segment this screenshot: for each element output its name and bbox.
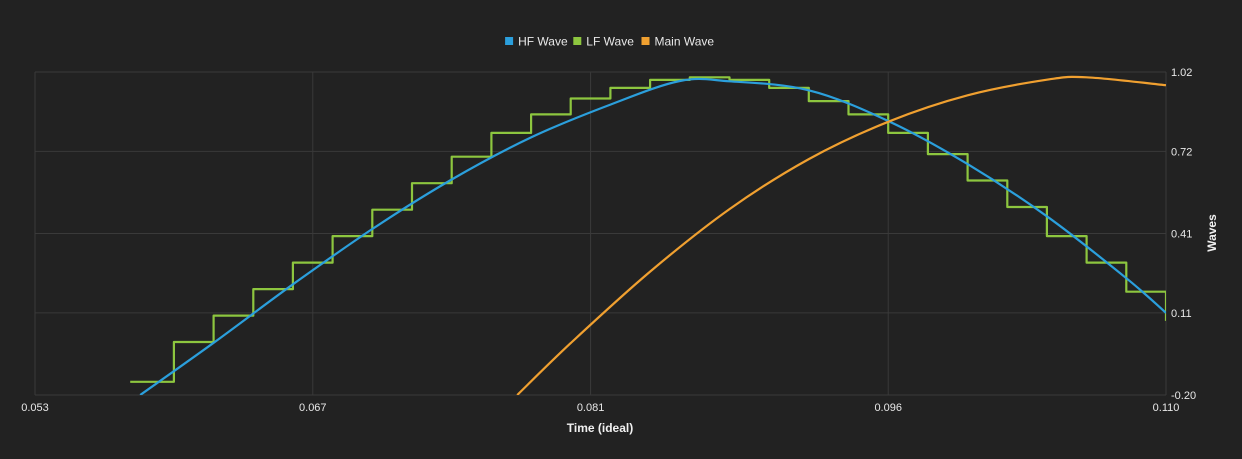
legend-label: HF Wave <box>518 35 568 49</box>
y-tick-label: 0.72 <box>1171 146 1192 158</box>
legend-label: LF Wave <box>586 35 634 49</box>
x-tick-label: 0.110 <box>1153 402 1180 414</box>
legend: HF Wave LF Wave Main Wave <box>505 35 714 49</box>
legend-item-lf-wave[interactable]: LF Wave <box>573 35 634 49</box>
x-tick-label: 0.081 <box>577 402 605 414</box>
x-axis-title: Time (ideal) <box>567 421 633 435</box>
legend-swatch <box>505 37 514 45</box>
legend-label: Main Wave <box>655 35 715 49</box>
series-line-main-wave <box>516 75 1166 395</box>
series-layer <box>130 75 1166 395</box>
legend-item-main-wave[interactable]: Main Wave <box>641 35 715 49</box>
legend-swatch <box>641 37 650 45</box>
y-axis-title: Waves <box>1205 214 1219 252</box>
x-tick-label: 0.067 <box>299 402 327 414</box>
y-tick-label: 0.41 <box>1171 229 1192 241</box>
x-axis-ticks: 0.053 0.067 0.081 0.096 0.110 <box>21 402 1179 414</box>
series-line-hf-wave <box>139 77 1166 395</box>
legend-item-hf-wave[interactable]: HF Wave <box>505 35 568 49</box>
series-line-lf-wave <box>130 76 1166 383</box>
grid <box>34 71 1167 396</box>
y-tick-label: 1.02 <box>1171 67 1192 79</box>
x-tick-label: 0.053 <box>21 402 49 414</box>
y-tick-label: -0.20 <box>1171 390 1196 402</box>
x-tick-label: 0.096 <box>874 402 902 414</box>
y-axis-ticks: 1.02 0.72 0.41 0.11 -0.20 <box>1171 67 1196 402</box>
y-tick-label: 0.11 <box>1171 308 1192 320</box>
legend-swatch <box>573 37 582 45</box>
